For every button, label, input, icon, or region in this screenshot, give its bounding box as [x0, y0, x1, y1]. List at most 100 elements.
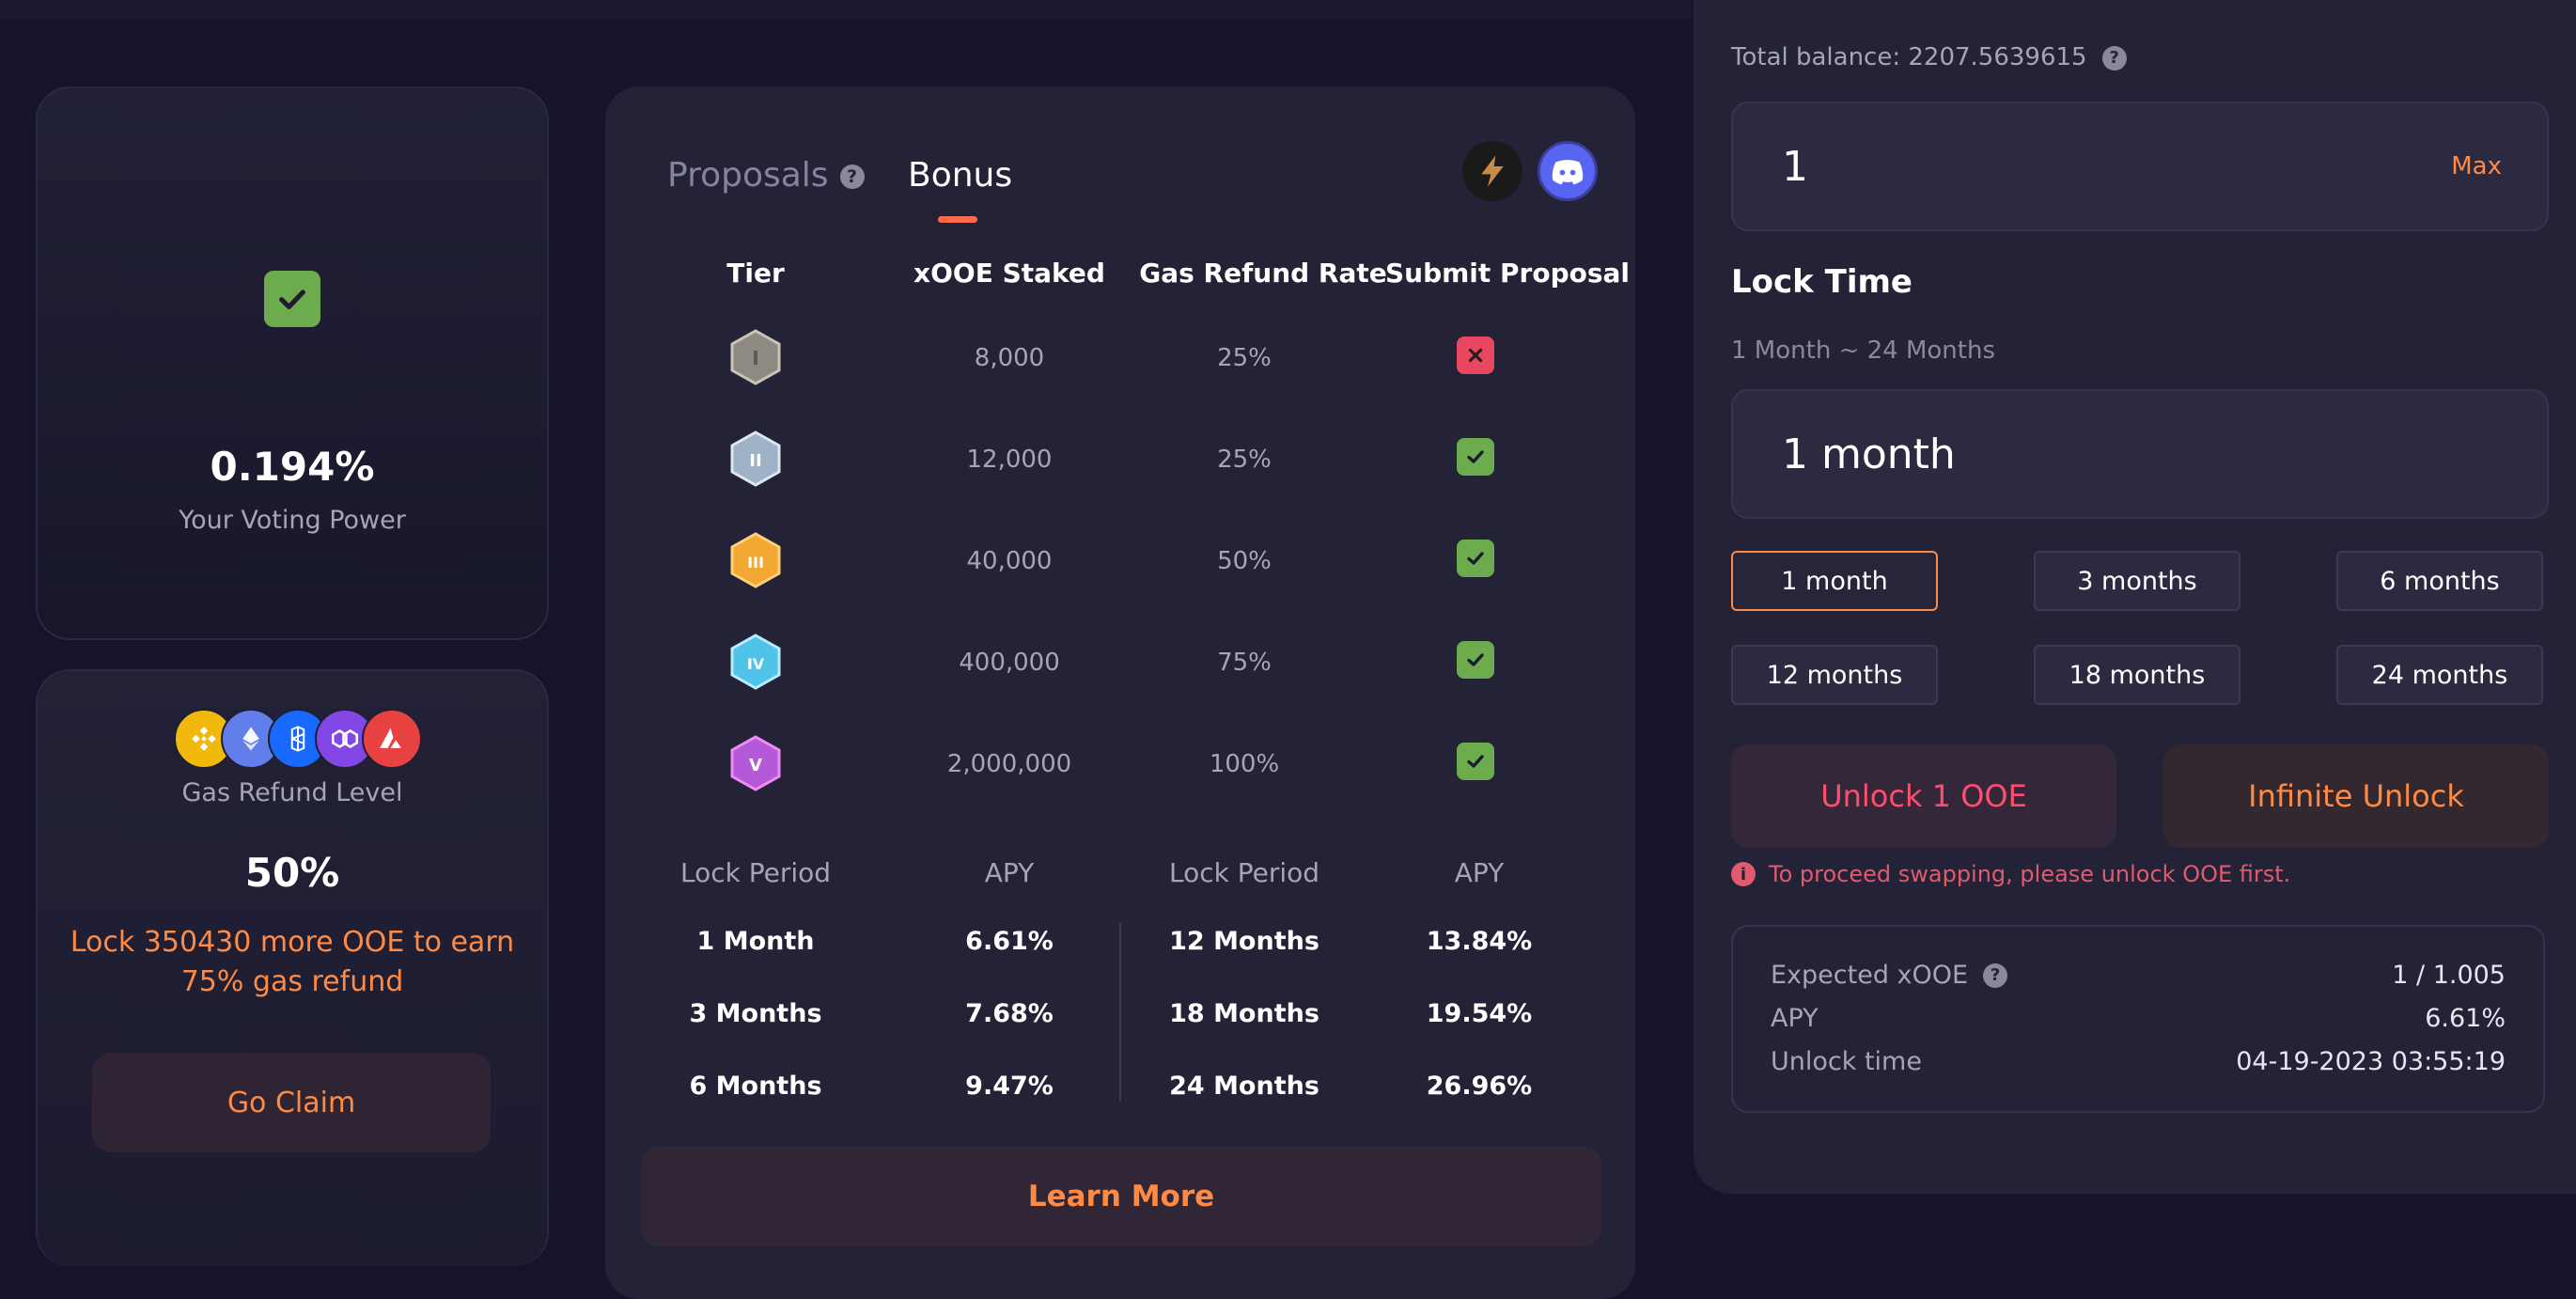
summary-key: APY [1771, 1004, 1819, 1033]
svg-text:III: III [747, 554, 764, 571]
help-icon[interactable]: ? [2101, 45, 2127, 70]
check-icon [1457, 641, 1494, 679]
check-icon [1457, 743, 1494, 780]
check-icon [1457, 438, 1494, 476]
tab-proposals[interactable]: Proposals? [667, 156, 865, 195]
tier-staked: 8,000 [974, 344, 1045, 372]
top-band [0, 0, 1692, 19]
help-icon[interactable]: ? [839, 164, 865, 189]
summary-key: Expected xOOE? [1771, 961, 2008, 990]
ethereum-icon [221, 709, 281, 769]
summary-row-expected: Expected xOOE? 1 / 1.005 [1771, 961, 2506, 990]
apy-header: APY [1454, 857, 1505, 888]
amount-input-value: 1 [1782, 143, 1808, 191]
summary-value: 1 / 1.005 [2392, 961, 2506, 990]
tier-4-badge-icon: IV [730, 634, 781, 690]
tier-refund-rate: 100% [1209, 750, 1280, 778]
tier-staked: 12,000 [966, 446, 1053, 474]
voting-power-label: Your Voting Power [179, 506, 406, 535]
tier-staked: 400,000 [959, 649, 1060, 677]
duration-option-1-month[interactable]: 1 month [1731, 551, 1938, 611]
lock-period-header: Lock Period [1168, 857, 1320, 888]
lock-apy: 9.47% [965, 1072, 1054, 1101]
svg-text:II: II [749, 451, 761, 471]
tier-staked: 40,000 [966, 547, 1053, 575]
tab-proposals-label: Proposals [667, 156, 829, 195]
tier-5-badge-icon: V [730, 735, 781, 791]
column-header-tier: Tier [726, 258, 785, 289]
column-header-submit-proposal: Submit Proposal [1384, 258, 1631, 289]
learn-more-button[interactable]: Learn More [641, 1147, 1601, 1246]
gas-refund-message: Lock 350430 more OOE to earn 75% gas ref… [66, 923, 519, 1002]
tab-bonus[interactable]: Bonus [908, 156, 1013, 195]
total-balance-text: Total balance: 2207.5639615 [1731, 43, 2087, 71]
lock-apy: 19.54% [1426, 999, 1533, 1028]
duration-option-6-months[interactable]: 6 months [2336, 551, 2543, 611]
lock-time-range: 1 Month ~ 24 Months [1731, 336, 1995, 365]
unlock-button[interactable]: Unlock 1 OOE [1731, 744, 2116, 848]
gas-refund-message-line1: Lock 350430 more OOE to earn [70, 926, 515, 959]
duration-option-12-months[interactable]: 12 months [1731, 645, 1938, 705]
summary-key: Unlock time [1771, 1047, 1922, 1076]
lock-duration-input[interactable]: 1 month [1731, 389, 2549, 519]
summary-value: 6.61% [2425, 1004, 2506, 1033]
tier-2-badge-icon: II [730, 430, 781, 487]
check-icon [1457, 540, 1494, 577]
gas-refund-value: 50% [244, 850, 340, 896]
chain-icons [174, 709, 422, 769]
svg-text:IV: IV [747, 655, 765, 673]
gas-refund-label: Gas Refund Level [181, 778, 403, 807]
avalanche-icon [362, 709, 422, 769]
summary-row-unlock-time: Unlock time 04-19-2023 03:55:19 [1771, 1047, 2506, 1076]
lock-period-header: Lock Period [679, 857, 832, 888]
check-icon [264, 271, 320, 327]
cross-icon [1457, 336, 1494, 374]
svg-text:V: V [749, 756, 762, 775]
lock-period: 18 Months [1169, 999, 1319, 1028]
go-claim-button[interactable]: Go Claim [92, 1053, 491, 1152]
lock-apy: 13.84% [1426, 927, 1533, 956]
column-header-refund-rate: Gas Refund Rate [1139, 258, 1387, 289]
stake-summary: Expected xOOE? 1 / 1.005 APY 6.61% Unloc… [1731, 925, 2545, 1113]
duration-option-24-months[interactable]: 24 months [2336, 645, 2543, 705]
lock-time-title: Lock Time [1731, 263, 1912, 301]
column-header-staked: xOOE Staked [913, 258, 1105, 289]
info-icon: i [1731, 862, 1756, 886]
lock-period: 6 Months [689, 1072, 822, 1101]
lightning-icon[interactable] [1462, 141, 1522, 201]
duration-option-18-months[interactable]: 18 months [2034, 645, 2240, 705]
lock-period: 24 Months [1169, 1072, 1319, 1101]
bonus-card: Proposals? Bonus Tier xOOE Staked Gas Re… [605, 86, 1635, 1299]
lock-period: 1 Month [696, 927, 815, 956]
max-button[interactable]: Max [2451, 152, 2502, 180]
lock-period: 3 Months [689, 999, 822, 1028]
lock-apy: 26.96% [1426, 1072, 1533, 1101]
gas-refund-card: Gas Refund Level 50% Lock 350430 more OO… [36, 669, 549, 1266]
tier-refund-rate: 25% [1217, 344, 1272, 372]
apy-header: APY [984, 857, 1035, 888]
tier-staked: 2,000,000 [946, 750, 1072, 778]
unlock-warning-text: To proceed swapping, please unlock OOE f… [1769, 861, 2291, 887]
tier-refund-rate: 25% [1217, 446, 1272, 474]
duration-option-3-months[interactable]: 3 months [2034, 551, 2240, 611]
infinite-unlock-button[interactable]: Infinite Unlock [2163, 744, 2549, 848]
lock-period: 12 Months [1169, 927, 1319, 956]
voting-power-value: 0.194% [210, 444, 375, 490]
total-balance: Total balance: 2207.5639615? [1731, 43, 2127, 71]
lock-duration-value: 1 month [1782, 430, 1956, 478]
lock-apy: 7.68% [965, 999, 1054, 1028]
active-tab-indicator [938, 216, 977, 223]
summary-key-text: Expected xOOE [1771, 961, 1969, 990]
unlock-warning: i To proceed swapping, please unlock OOE… [1731, 861, 2290, 887]
voting-power-card: 0.194% Your Voting Power [36, 86, 549, 640]
tier-refund-rate: 50% [1217, 547, 1272, 575]
tier-1-badge-icon: I [730, 329, 781, 385]
lock-table-divider [1119, 923, 1121, 1102]
help-icon[interactable]: ? [1983, 963, 2008, 988]
gas-refund-message-line2: 75% gas refund [180, 965, 404, 998]
discord-icon[interactable] [1538, 141, 1598, 201]
tier-3-badge-icon: III [730, 532, 781, 588]
amount-input[interactable]: 1 Max [1731, 102, 2549, 231]
lock-apy: 6.61% [965, 927, 1054, 956]
tier-refund-rate: 75% [1217, 649, 1272, 677]
